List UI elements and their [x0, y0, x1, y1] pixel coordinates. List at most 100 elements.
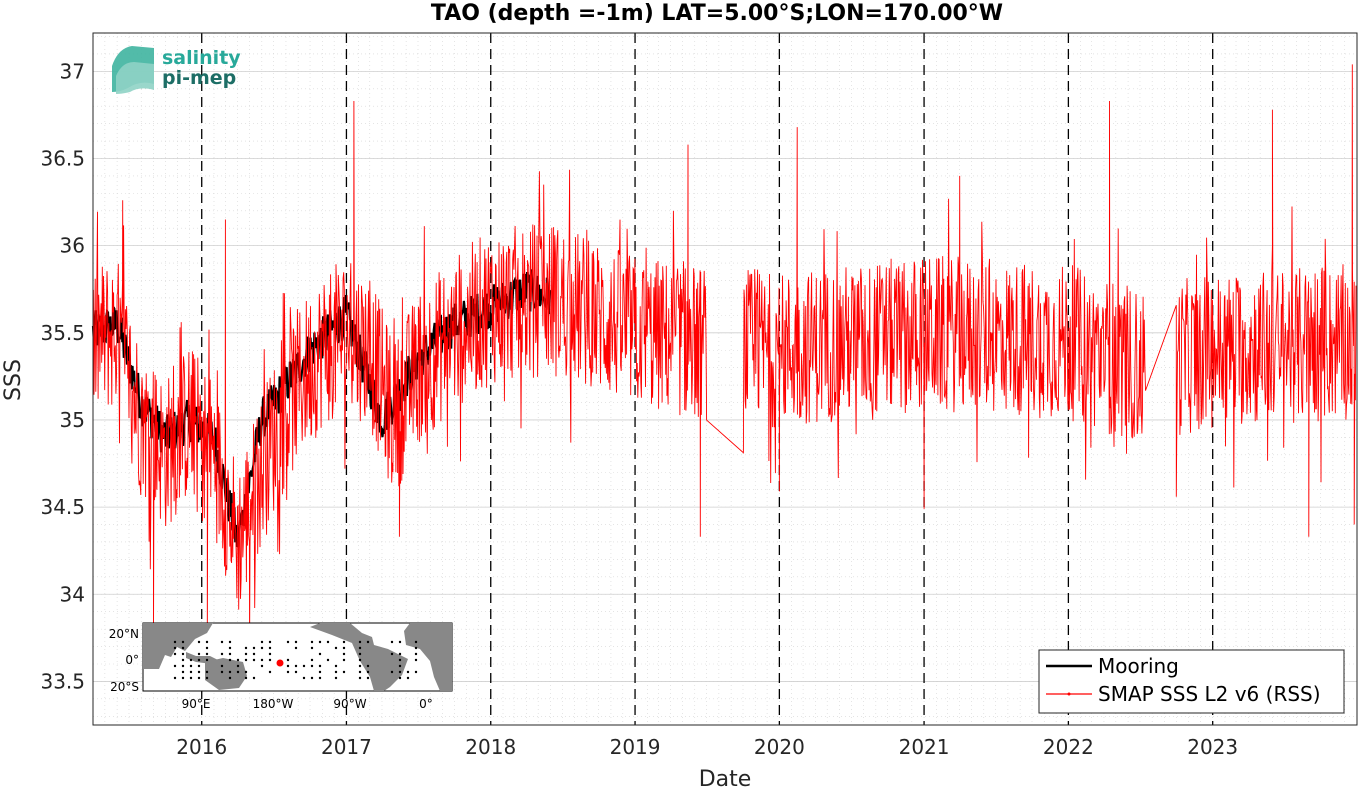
- mooring-dot: [244, 652, 248, 656]
- mooring-dot: [406, 670, 410, 674]
- mooring-dot: [342, 670, 346, 674]
- mooring-dot: [205, 676, 209, 680]
- axes-frame: [92, 32, 1358, 726]
- mooring-dot: [244, 670, 248, 674]
- mooring-dot: [228, 658, 232, 662]
- x-tick-label: 2016: [176, 735, 227, 759]
- mooring-dot: [286, 640, 290, 644]
- mooring-dot: [398, 676, 402, 680]
- inset-location-map: 20°N 0° 20°S 90°E 180°W 90°W 0°: [109, 622, 453, 711]
- mooring-dot: [197, 676, 201, 680]
- logo-wave-icon-2: [116, 62, 154, 94]
- y-tick-label: 34.5: [40, 495, 85, 519]
- map-land-asia: [143, 623, 213, 669]
- mooring-dot: [398, 664, 402, 668]
- mooring-dot: [342, 652, 346, 656]
- mooring-dot: [268, 658, 272, 662]
- mooring-dot: [220, 670, 224, 674]
- mooring-dot: [252, 646, 256, 650]
- mooring-dot: [318, 664, 322, 668]
- mooring-dot: [181, 676, 185, 680]
- mooring-dot: [406, 676, 410, 680]
- mooring-dot: [310, 646, 314, 650]
- mooring-dot: [260, 664, 264, 668]
- mooring-dot: [326, 658, 330, 662]
- mooring-dot: [268, 652, 272, 656]
- mooring-dot: [236, 664, 240, 668]
- mooring-dot: [366, 640, 370, 644]
- mooring-dot: [398, 640, 402, 644]
- legend-marker-smap: [1067, 692, 1071, 696]
- x-tick-label: 2023: [1187, 735, 1238, 759]
- mooring-dot: [268, 640, 272, 644]
- y-tick-label: 35: [60, 408, 85, 432]
- mooring-dot: [220, 652, 224, 656]
- mooring-dot: [414, 646, 418, 650]
- mooring-dot: [173, 664, 177, 668]
- axes: 33.5 34 34.5 35 35.5 36 36.5 37 2016 2017 2018 2019…: [40, 32, 1358, 759]
- mooring-dot: [205, 658, 209, 662]
- mooring-dot: [398, 670, 402, 674]
- mooring-dot: [173, 640, 177, 644]
- mooring-dot: [286, 670, 290, 674]
- legend-label-smap: SMAP SSS L2 v6 (RSS): [1098, 682, 1321, 706]
- mooring-dot: [197, 664, 201, 668]
- mooring-dot: [181, 664, 185, 668]
- mooring-dot: [236, 670, 240, 674]
- logo-text-salinity: salinity: [162, 47, 241, 69]
- mooring-dot: [244, 646, 248, 650]
- mooring-dot: [181, 640, 185, 644]
- mooring-dot: [220, 640, 224, 644]
- x-tick-label: 2019: [610, 735, 661, 759]
- x-tick-label: 2018: [465, 735, 516, 759]
- mooring-dot: [302, 664, 306, 668]
- mooring-dot: [228, 640, 232, 644]
- mooring-dot: [310, 664, 314, 668]
- mooring-dot: [244, 658, 248, 662]
- y-axis-label: SSS: [1, 359, 26, 401]
- mooring-dot: [326, 640, 330, 644]
- map-lat-label-0: 0°: [125, 653, 139, 667]
- mooring-dot: [294, 646, 298, 650]
- map-lat-label-20s: 20°S: [110, 680, 139, 694]
- x-axis-label: Date: [699, 767, 752, 790]
- mooring-dot: [358, 658, 362, 662]
- mooring-dot: [310, 640, 314, 644]
- mooring-dot: [181, 670, 185, 674]
- mooring-dot: [189, 658, 193, 662]
- mooring-dot: [358, 664, 362, 668]
- mooring-dot: [205, 646, 209, 650]
- mooring-dot: [318, 640, 322, 644]
- mooring-dot: [342, 658, 346, 662]
- mooring-dot: [334, 664, 338, 668]
- mooring-dot: [197, 652, 201, 656]
- y-tick-label: 33.5: [40, 669, 85, 693]
- mooring-dot: [260, 640, 264, 644]
- mooring-dot: [390, 670, 394, 674]
- mooring-dot: [342, 646, 346, 650]
- mooring-dot: [414, 670, 418, 674]
- logo-text-pi-mep: pi-mep: [162, 67, 236, 89]
- mooring-dot: [173, 652, 177, 656]
- mooring-dot: [268, 646, 272, 650]
- map-lon-label-180w: 180°W: [253, 697, 294, 711]
- y-tick-label: 36: [60, 234, 85, 258]
- mooring-dot: [173, 646, 177, 650]
- mooring-dot: [318, 670, 322, 674]
- mooring-dot: [244, 676, 248, 680]
- mooring-dot: [302, 676, 306, 680]
- map-land-americas: [310, 623, 408, 691]
- mooring-dot: [294, 670, 298, 674]
- map-land-africa: [404, 623, 452, 691]
- x-tick-label: 2020: [754, 735, 805, 759]
- mooring-dot: [318, 676, 322, 680]
- mooring-dot: [181, 646, 185, 650]
- legend-label-mooring: Mooring: [1098, 654, 1179, 678]
- mooring-dot: [366, 670, 370, 674]
- mooring-dot: [414, 640, 418, 644]
- mooring-dot: [390, 652, 394, 656]
- mooring-dot: [197, 640, 201, 644]
- y-tick-label: 36.5: [40, 147, 85, 171]
- mooring-dot: [220, 664, 224, 668]
